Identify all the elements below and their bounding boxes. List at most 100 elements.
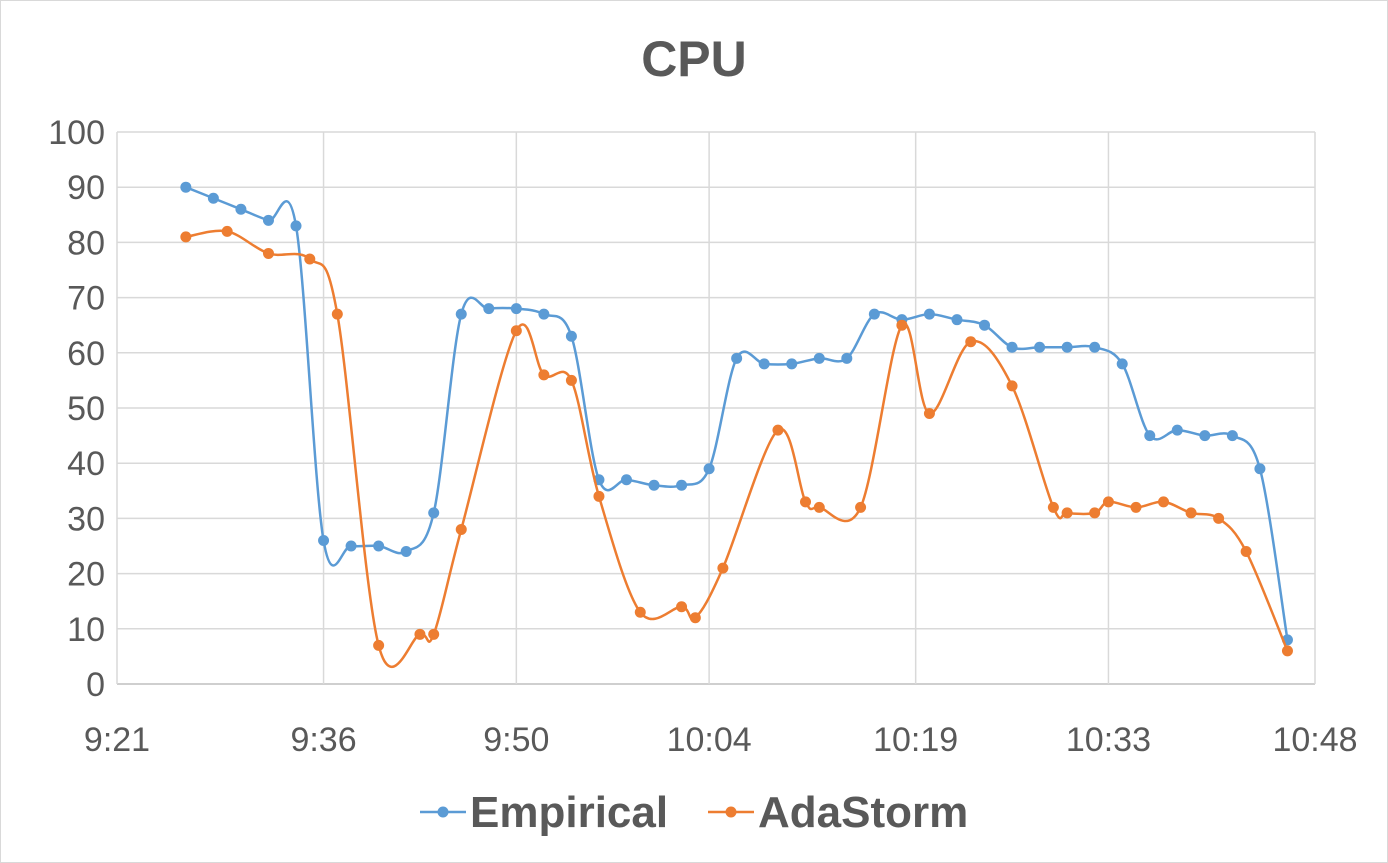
x-tick-label: 9:36 — [290, 721, 356, 759]
data-point-empirical — [345, 540, 357, 552]
data-point-empirical — [703, 463, 715, 475]
legend-label-adastorm: AdaStorm — [758, 788, 968, 837]
series-lines — [180, 181, 1293, 668]
x-tick-label: 10:04 — [667, 721, 752, 759]
data-point-empirical — [923, 308, 935, 320]
data-point-empirical — [676, 479, 688, 491]
y-tick-label: 10 — [67, 611, 105, 649]
x-tick-label: 10:48 — [1272, 721, 1357, 759]
data-point-empirical — [1061, 341, 1073, 353]
data-point-adastorm — [414, 628, 426, 640]
data-point-adastorm — [593, 490, 605, 502]
y-tick-label: 80 — [67, 224, 105, 262]
x-tick-label: 10:19 — [873, 721, 958, 759]
data-point-adastorm — [373, 639, 385, 651]
data-point-adastorm — [538, 369, 550, 381]
series-line-adastorm — [185, 229, 1289, 668]
data-point-adastorm — [813, 501, 825, 513]
data-point-empirical — [538, 308, 550, 320]
data-point-adastorm — [565, 374, 577, 386]
data-point-empirical — [235, 203, 247, 215]
data-point-adastorm — [1213, 512, 1225, 524]
y-tick-label: 20 — [67, 556, 105, 594]
legend-marker-empirical — [437, 806, 449, 818]
data-point-empirical — [180, 181, 192, 193]
data-point-adastorm — [1102, 496, 1114, 508]
x-tick-label: 10:33 — [1066, 721, 1151, 759]
y-tick-label: 40 — [67, 445, 105, 483]
data-point-adastorm — [304, 253, 316, 265]
x-axis-tick-labels: 9:21 9:36 9:50 10:04 10:19 10:33 10:48 — [84, 721, 1358, 759]
data-point-empirical — [290, 220, 302, 232]
x-tick-label: 9:50 — [483, 721, 549, 759]
data-point-empirical — [758, 358, 770, 370]
data-point-adastorm — [1006, 380, 1018, 392]
data-point-empirical — [1199, 430, 1211, 442]
data-point-adastorm — [1047, 501, 1059, 513]
data-point-adastorm — [772, 424, 784, 436]
data-point-adastorm — [689, 612, 701, 624]
legend-marker-adastorm — [725, 806, 737, 818]
gridlines — [116, 131, 1316, 685]
y-tick-label: 0 — [86, 666, 105, 704]
data-point-empirical — [813, 352, 825, 364]
legend: Empirical AdaStorm — [420, 788, 968, 837]
data-point-empirical — [648, 479, 660, 491]
data-point-adastorm — [923, 408, 935, 420]
data-point-adastorm — [717, 562, 729, 574]
x-tick-label: 9:21 — [84, 721, 150, 759]
data-point-empirical — [455, 308, 467, 320]
data-point-adastorm — [1240, 546, 1252, 558]
data-point-empirical — [1171, 424, 1183, 436]
data-point-adastorm — [1158, 496, 1170, 508]
data-point-empirical — [400, 546, 412, 558]
data-point-adastorm — [855, 501, 867, 513]
data-point-adastorm — [262, 247, 274, 259]
data-point-adastorm — [428, 628, 440, 640]
data-point-empirical — [951, 314, 963, 326]
data-point-adastorm — [510, 325, 522, 337]
y-tick-label: 90 — [67, 169, 105, 207]
data-point-empirical — [979, 319, 991, 331]
y-tick-label: 30 — [67, 500, 105, 538]
y-tick-label: 70 — [67, 280, 105, 318]
y-tick-label: 50 — [67, 390, 105, 428]
data-point-adastorm — [965, 336, 977, 348]
series-line-empirical — [185, 186, 1289, 641]
legend-label-empirical: Empirical — [470, 788, 668, 837]
data-point-empirical — [841, 352, 853, 364]
data-point-adastorm — [634, 606, 646, 618]
data-point-empirical — [868, 308, 880, 320]
data-point-adastorm — [221, 225, 233, 237]
data-point-empirical — [1254, 463, 1266, 475]
data-point-adastorm — [1185, 507, 1197, 519]
data-point-empirical — [1226, 430, 1238, 442]
data-point-empirical — [510, 303, 522, 315]
data-point-empirical — [483, 303, 495, 315]
data-point-empirical — [565, 330, 577, 342]
data-point-empirical — [262, 214, 274, 226]
data-point-adastorm — [1130, 501, 1142, 513]
data-point-empirical — [620, 474, 632, 486]
y-axis-tick-labels: 0 10 20 30 40 50 60 70 80 90 100 — [48, 114, 105, 704]
data-point-adastorm — [1061, 507, 1073, 519]
data-point-empirical — [1089, 341, 1101, 353]
data-point-empirical — [373, 540, 385, 552]
data-point-empirical — [1116, 358, 1128, 370]
data-point-adastorm — [676, 601, 688, 613]
data-point-adastorm — [1089, 507, 1101, 519]
data-point-adastorm — [1281, 645, 1293, 657]
chart-title: CPU — [641, 31, 747, 87]
data-point-empirical — [207, 192, 219, 204]
data-point-adastorm — [896, 319, 908, 331]
data-point-empirical — [428, 507, 440, 519]
data-point-adastorm — [455, 523, 467, 535]
y-tick-label: 100 — [48, 114, 105, 152]
data-point-empirical — [1034, 341, 1046, 353]
data-point-adastorm — [800, 496, 812, 508]
data-point-empirical — [1144, 430, 1156, 442]
y-tick-label: 60 — [67, 335, 105, 373]
data-point-empirical — [786, 358, 798, 370]
